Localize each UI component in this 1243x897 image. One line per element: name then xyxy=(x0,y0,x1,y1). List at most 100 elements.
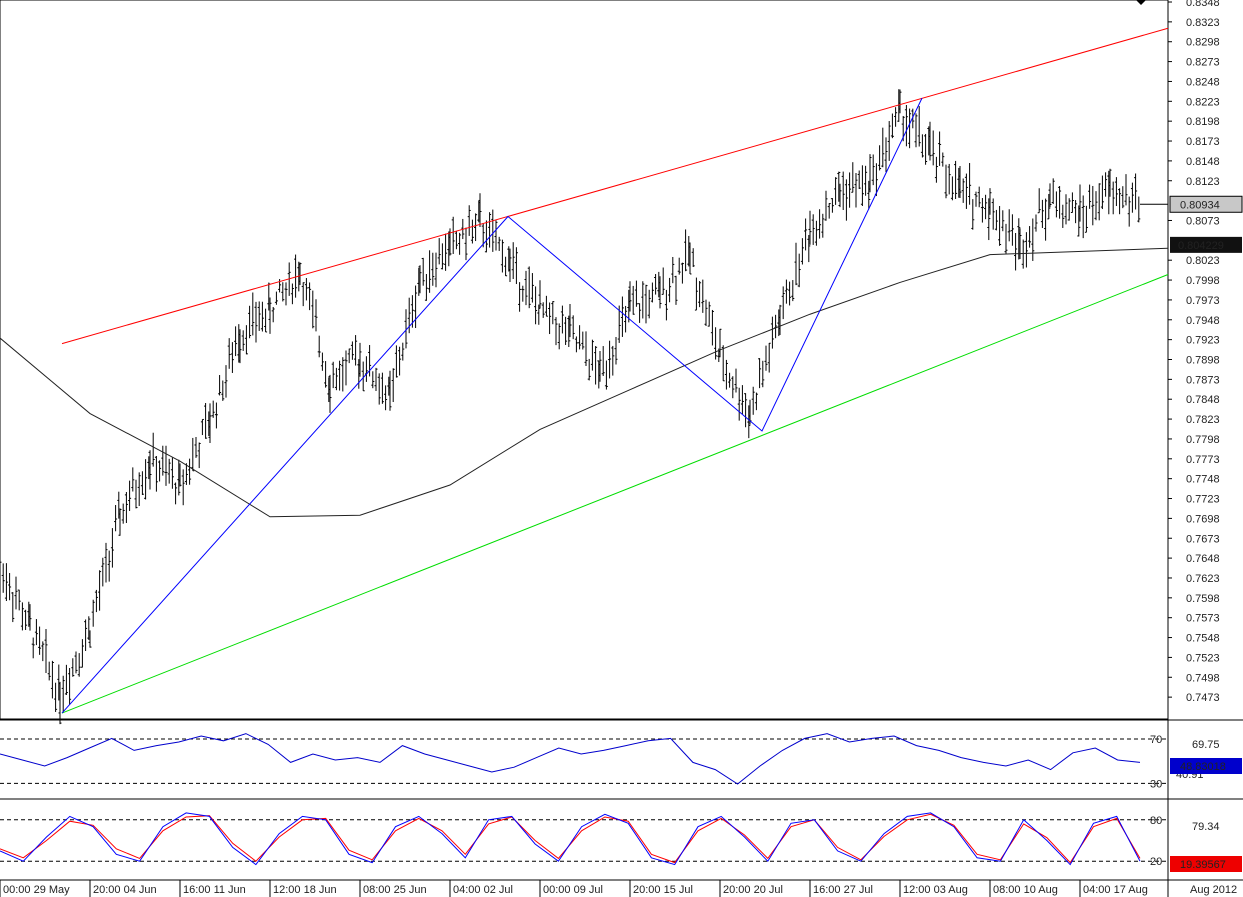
ohlc-bar xyxy=(728,372,732,388)
time-tick-label: 16:00 27 Jul xyxy=(813,884,873,896)
ohlc-bar xyxy=(328,374,332,413)
ohlc-bar xyxy=(388,370,392,411)
ohlc-bar xyxy=(584,331,588,367)
ohlc-bar xyxy=(131,467,135,492)
ohlc-bar xyxy=(1021,239,1025,269)
ohlc-bar xyxy=(884,137,888,173)
time-tick-label: 20:00 04 Jun xyxy=(93,884,157,896)
ohlc-bar xyxy=(1100,175,1104,210)
ohlc-bar xyxy=(128,480,132,511)
ohlc-bar xyxy=(1088,184,1092,209)
ohlc-bar xyxy=(71,658,75,677)
ohlc-bar xyxy=(1001,210,1005,232)
ohlc-bar xyxy=(908,108,912,149)
ohlc-bar xyxy=(74,651,78,674)
ohlc-bar xyxy=(158,460,162,482)
ohlc-bar xyxy=(374,367,378,391)
channel-upper-line xyxy=(61,27,1169,345)
ohlc-bar xyxy=(781,286,785,320)
ohlc-bar xyxy=(1004,223,1008,254)
ohlc-bar xyxy=(17,589,21,611)
ohlc-bar xyxy=(658,276,662,309)
ohlc-bar xyxy=(608,340,612,379)
ohlc-bar xyxy=(974,191,978,207)
ohlc-bar xyxy=(598,350,602,382)
ohlc-bar xyxy=(830,198,834,213)
ohlc-bar xyxy=(304,278,308,301)
scroll-marker-icon[interactable] xyxy=(1136,0,1146,5)
ohlc-bar xyxy=(950,176,954,201)
ohlc-bar xyxy=(737,387,741,421)
stoch-value-label: 19.39567 xyxy=(1180,859,1226,871)
ohlc-bar xyxy=(964,173,968,209)
ohlc-bar xyxy=(497,236,501,251)
time-axis-edge-label: Aug 2012 xyxy=(1190,884,1237,896)
ohlc-bar xyxy=(800,238,804,265)
ohlc-bar xyxy=(404,309,408,349)
ohlc-bar xyxy=(947,163,951,195)
ohlc-bar xyxy=(151,432,155,467)
price-tick-label: 0.7898 xyxy=(1186,355,1220,367)
ohlc-bar xyxy=(631,285,635,315)
price-tick-label: 0.8248 xyxy=(1186,76,1220,88)
price-tick-label: 0.7748 xyxy=(1186,474,1220,486)
price-panel xyxy=(0,0,1169,720)
ohlc-bar xyxy=(1108,168,1112,197)
ohlc-bar xyxy=(154,455,158,492)
ohlc-bar xyxy=(987,198,991,241)
ohlc-bar xyxy=(188,458,192,485)
ohlc-bar xyxy=(938,131,942,166)
ohlc-bar xyxy=(1061,204,1065,228)
ohlc-bar xyxy=(821,213,825,238)
ohlc-bar xyxy=(638,303,642,323)
ohlc-bar xyxy=(650,282,654,303)
ohlc-bar xyxy=(1014,233,1018,271)
ohlc-bar xyxy=(1121,186,1125,209)
ohlc-bar xyxy=(1074,200,1078,224)
ohlc-bar xyxy=(698,281,702,308)
ohlc-bar xyxy=(1048,183,1052,208)
ohlc-bar xyxy=(814,220,818,246)
ohlc-bar xyxy=(851,162,855,193)
ohlc-bar xyxy=(818,209,822,239)
ohlc-bar xyxy=(4,563,8,602)
ohlc-bar xyxy=(1091,185,1095,226)
ohlc-bar xyxy=(998,205,1002,246)
ohlc-bar xyxy=(890,113,894,139)
ohlc-bar xyxy=(218,375,222,396)
ohlc-bar xyxy=(294,254,298,298)
ohlc-bar xyxy=(414,285,418,329)
price-tick-label: 0.8123 xyxy=(1186,176,1220,188)
ohlc-bar xyxy=(647,289,651,319)
ohlc-bar xyxy=(710,309,714,346)
ohlc-bar xyxy=(0,548,2,574)
ohlc-bar xyxy=(654,274,658,295)
ohlc-bar xyxy=(1134,173,1138,210)
stoch-level-label: 80 xyxy=(1150,815,1162,827)
ohlc-bar xyxy=(418,265,422,294)
ohlc-bar xyxy=(714,327,718,360)
ohlc-bar xyxy=(761,360,765,388)
ohlc-bar xyxy=(571,315,575,340)
ohlc-bar xyxy=(431,252,435,286)
ohlc-bar xyxy=(91,599,95,627)
ohlc-bar xyxy=(677,257,681,275)
last-price-label: 0.80934 xyxy=(1180,199,1220,211)
ohlc-bar xyxy=(701,279,705,313)
channel-lower-line xyxy=(61,274,1169,714)
ohlc-bar xyxy=(391,368,395,403)
last-price-box xyxy=(1169,195,1243,213)
ohlc-bar xyxy=(167,458,171,484)
ohlc-bar xyxy=(961,178,965,203)
price-tick-label: 0.8298 xyxy=(1186,37,1220,49)
price-tick-label: 0.7973 xyxy=(1186,295,1220,307)
ohlc-bar xyxy=(541,302,545,318)
ohlc-bar xyxy=(241,330,245,351)
ohlc-bar xyxy=(671,256,675,284)
ohlc-bar xyxy=(1024,232,1028,268)
ohlc-bar xyxy=(867,180,871,210)
ohlc-bar xyxy=(268,297,272,334)
ohlc-bar xyxy=(161,445,165,476)
ohlc-bar xyxy=(581,331,585,350)
ohlc-bar xyxy=(521,285,525,302)
